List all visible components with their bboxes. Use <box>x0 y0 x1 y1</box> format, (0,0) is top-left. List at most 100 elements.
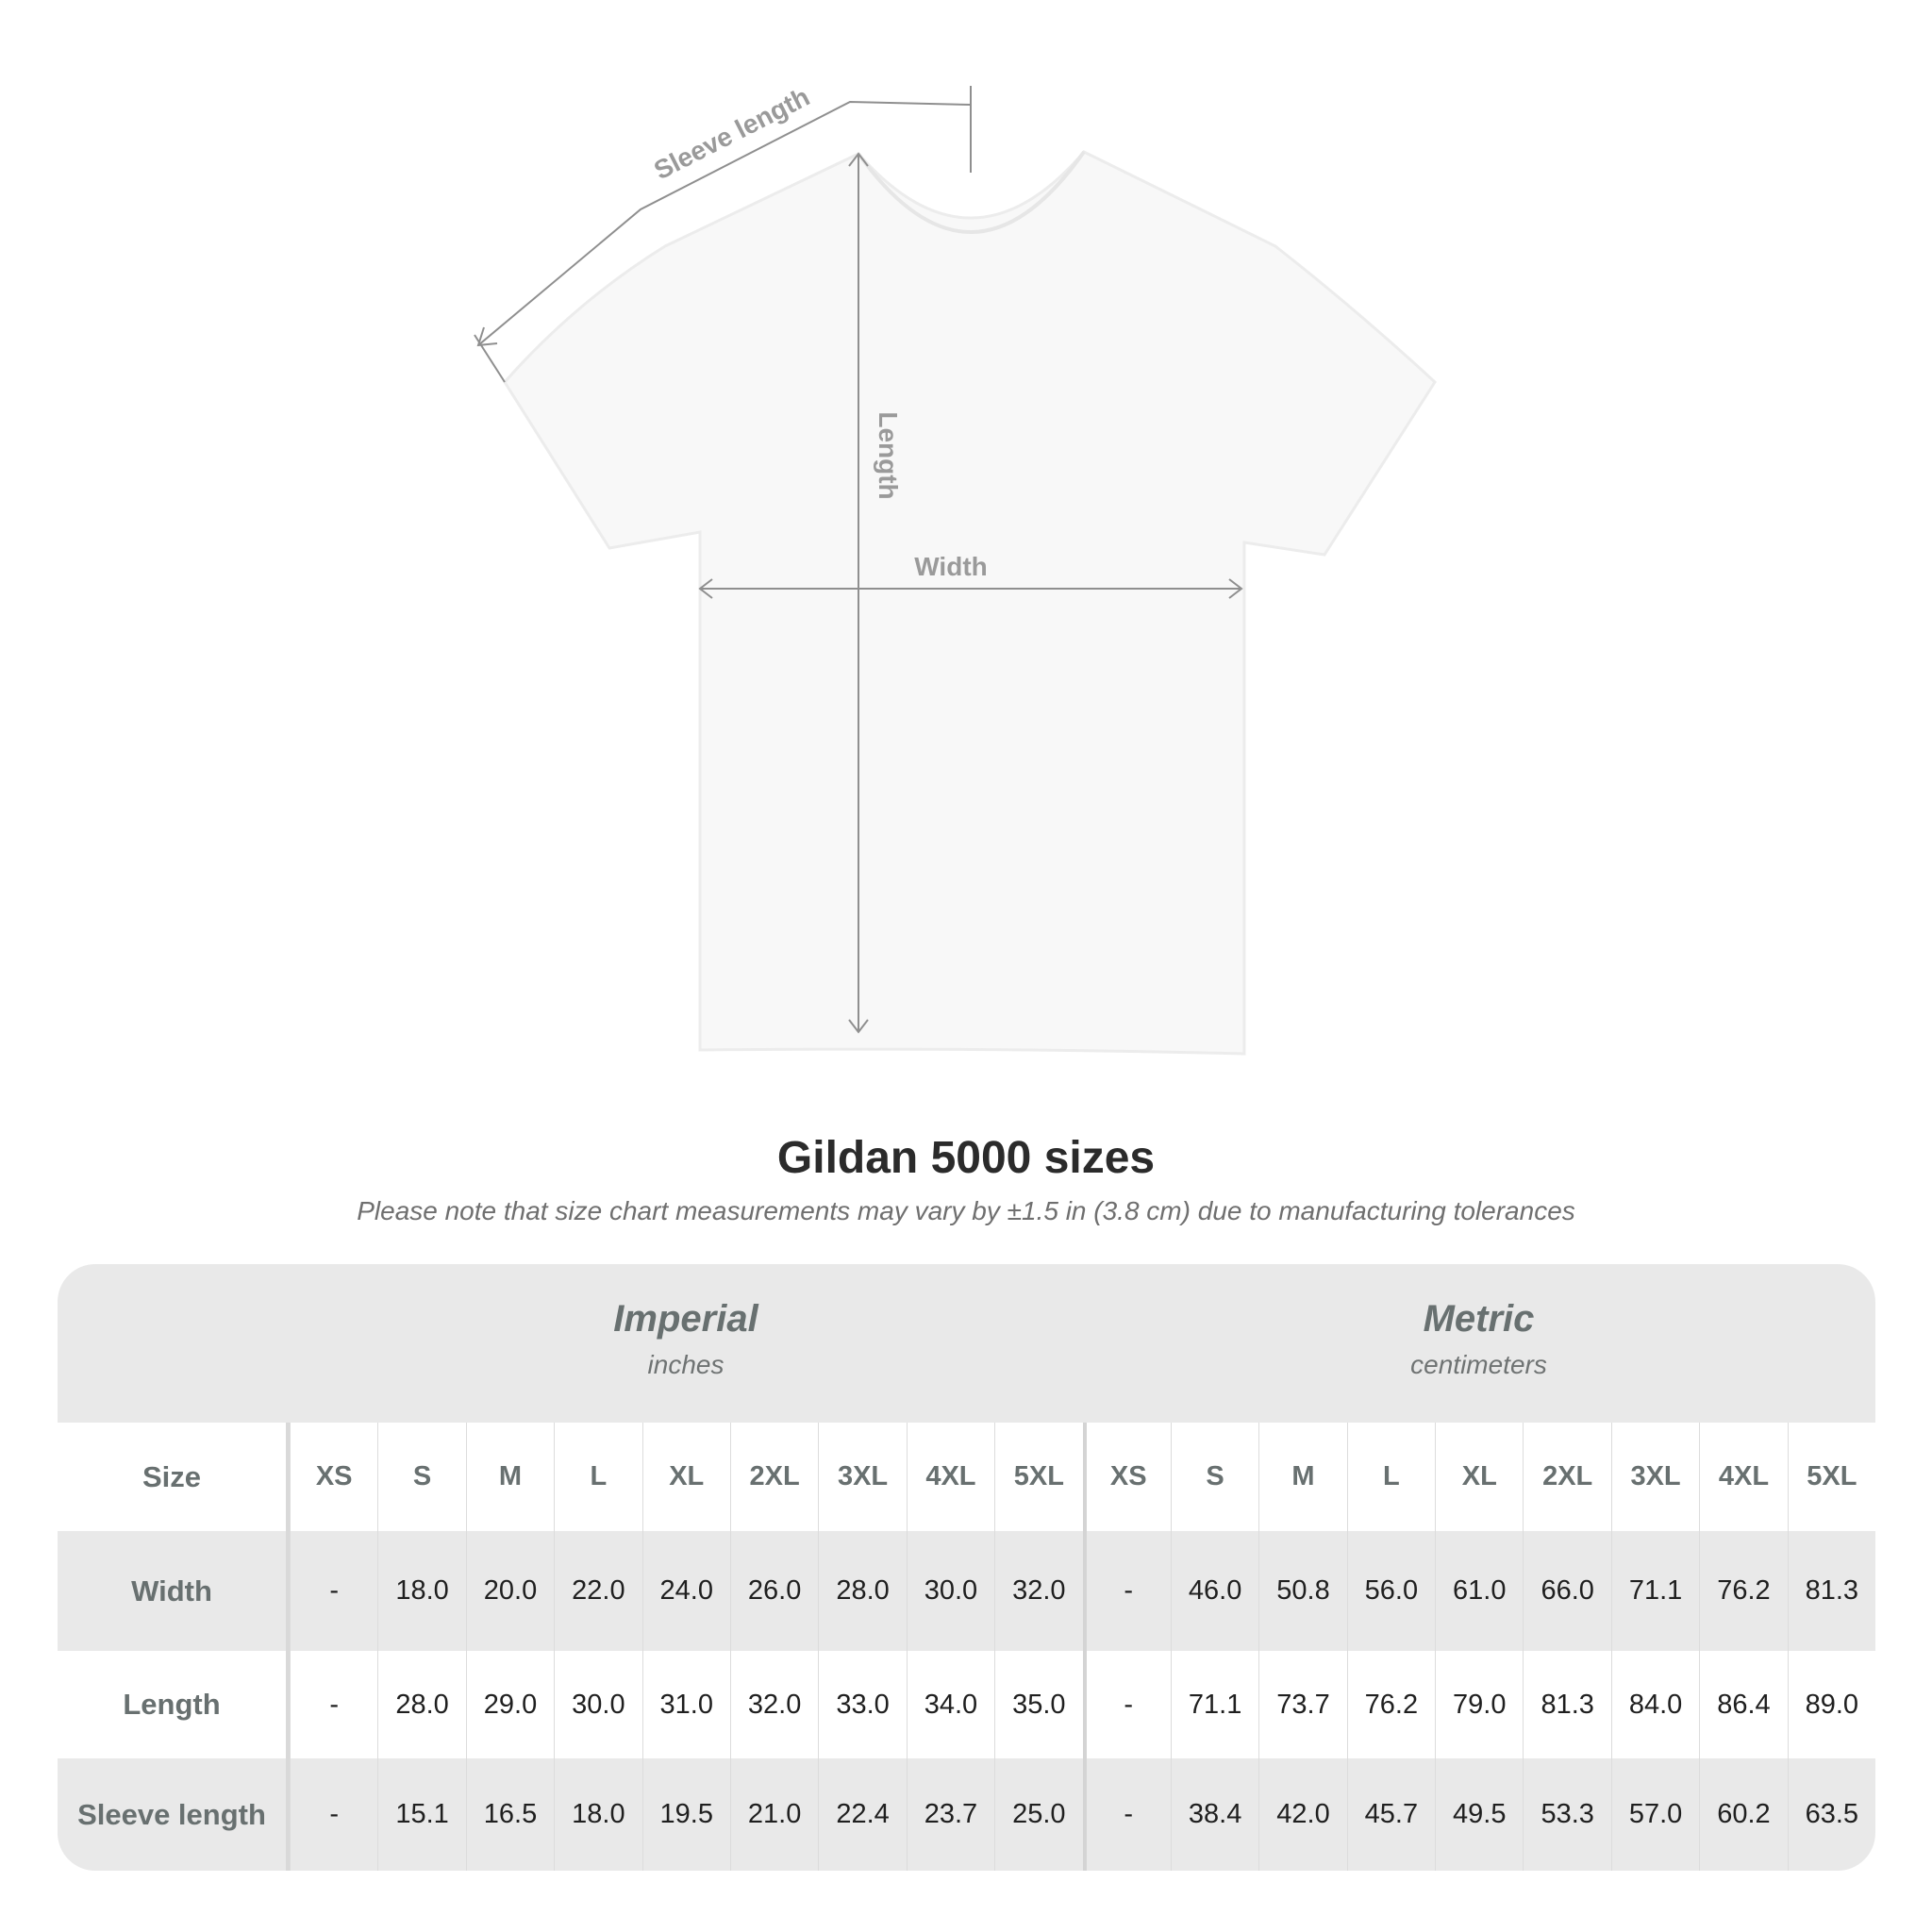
row-label: Sleeve length <box>58 1758 290 1871</box>
metric-value-s: 38.4 <box>1170 1758 1258 1871</box>
imperial-value-s: 28.0 <box>377 1651 465 1758</box>
table-row-width: Width -18.0 20.0 22.0 24.0 26.0 28.0 30.0 32.0-4… <box>58 1531 1875 1651</box>
metric-value-4xl: 60.2 <box>1699 1758 1787 1871</box>
metric-value-5xl: 89.0 <box>1787 1651 1875 1758</box>
tshirt-illustration <box>503 150 1437 1056</box>
metric-value-4xl: 86.4 <box>1699 1651 1787 1758</box>
metric-value-l: 56.0 <box>1346 1531 1435 1651</box>
metric-value-m: 73.7 <box>1258 1651 1346 1758</box>
metric-value-xl: 49.5 <box>1435 1758 1523 1871</box>
imperial-value-3xl: 22.4 <box>818 1758 906 1871</box>
imperial-value-4xl: 30.0 <box>906 1531 994 1651</box>
tolerance-note: Please note that size chart measurements… <box>357 1196 1575 1225</box>
imperial-value-s: 18.0 <box>377 1531 465 1651</box>
imperial-value-4xl: 23.7 <box>906 1758 994 1871</box>
imperial-header: Imperial inches <box>290 1264 1082 1423</box>
imperial-value-4xl: 34.0 <box>906 1651 994 1758</box>
row-label: Length <box>58 1651 290 1758</box>
metric-value-m: 42.0 <box>1258 1758 1346 1871</box>
imperial-value-m: 16.5 <box>465 1758 554 1871</box>
metric-value-3xl: 57.0 <box>1610 1758 1699 1871</box>
imperial-title: Imperial <box>613 1298 758 1340</box>
metric-header: Metric centimeters <box>1082 1264 1875 1423</box>
size-header-imperial-xl: XL <box>641 1423 730 1531</box>
imperial-value-xs: - <box>290 1531 377 1651</box>
size-header-imperial-4xl: 4XL <box>906 1423 994 1531</box>
metric-value-2xl: 81.3 <box>1523 1651 1610 1758</box>
imperial-value-s: 15.1 <box>377 1758 465 1871</box>
imperial-value-m: 29.0 <box>465 1651 554 1758</box>
size-header-row: Size XS S M L XL 2XL 3XL 4XL 5XL XS S M L XL 2XL 3XL 4XL… <box>58 1423 1875 1531</box>
size-header-imperial-3xl: 3XL <box>818 1423 906 1531</box>
metric-value-l: 45.7 <box>1346 1758 1435 1871</box>
size-header-imperial-2xl: 2XL <box>729 1423 818 1531</box>
imperial-value-5xl: 32.0 <box>994 1531 1082 1651</box>
row-label: Width <box>58 1531 290 1651</box>
metric-value-xl: 79.0 <box>1435 1651 1523 1758</box>
size-header-metric-l: L <box>1346 1423 1435 1531</box>
metric-value-m: 50.8 <box>1258 1531 1346 1651</box>
imperial-value-3xl: 28.0 <box>818 1531 906 1651</box>
metric-value-5xl: 63.5 <box>1787 1758 1875 1871</box>
metric-value-s: 46.0 <box>1170 1531 1258 1651</box>
size-header-imperial-l: L <box>554 1423 641 1531</box>
imperial-value-2xl: 32.0 <box>729 1651 818 1758</box>
size-header-metric-s: S <box>1170 1423 1258 1531</box>
size-header-imperial-s: S <box>377 1423 465 1531</box>
metric-value-2xl: 66.0 <box>1523 1531 1610 1651</box>
size-header-metric-5xl: 5XL <box>1787 1423 1875 1531</box>
size-header-metric-xs: XS <box>1082 1423 1171 1531</box>
imperial-value-xs: - <box>290 1758 377 1871</box>
metric-value-4xl: 76.2 <box>1699 1531 1787 1651</box>
neckline <box>857 150 1086 234</box>
size-header-imperial-xs: XS <box>290 1423 377 1531</box>
width-arrowhead-left <box>698 578 713 599</box>
size-table: Imperial inches Metric centimeters Size … <box>58 1264 1875 1871</box>
size-header-imperial-m: M <box>465 1423 554 1531</box>
imperial-value-5xl: 35.0 <box>994 1651 1082 1758</box>
metric-value-xl: 61.0 <box>1435 1531 1523 1651</box>
width-label: Width <box>914 552 988 581</box>
metric-value-l: 76.2 <box>1346 1651 1435 1758</box>
metric-value-3xl: 71.1 <box>1610 1531 1699 1651</box>
metric-value-xs: - <box>1082 1758 1171 1871</box>
length-arrowhead-bottom <box>848 1019 869 1034</box>
size-header-metric-3xl: 3XL <box>1610 1423 1699 1531</box>
metric-value-xs: - <box>1082 1531 1171 1651</box>
imperial-value-xl: 31.0 <box>641 1651 730 1758</box>
metric-value-5xl: 81.3 <box>1787 1531 1875 1651</box>
width-arrowhead-right <box>1228 578 1243 599</box>
imperial-unit: inches <box>647 1350 724 1379</box>
page-title: Gildan 5000 sizes <box>776 1133 1156 1183</box>
imperial-value-2xl: 21.0 <box>729 1758 818 1871</box>
imperial-value-m: 20.0 <box>465 1531 554 1651</box>
imperial-value-5xl: 25.0 <box>994 1758 1082 1871</box>
imperial-value-l: 22.0 <box>554 1531 641 1651</box>
metric-value-xs: - <box>1082 1651 1171 1758</box>
metric-value-3xl: 84.0 <box>1610 1651 1699 1758</box>
table-row-sleeve-length: Sleeve length -15.1 16.5 18.0 19.5 21.0 22.4 23… <box>58 1758 1875 1871</box>
table-row-length: Length -28.0 29.0 30.0 31.0 32.0 33.0 34.0 35.0-… <box>58 1651 1875 1758</box>
metric-value-s: 71.1 <box>1170 1651 1258 1758</box>
imperial-value-3xl: 33.0 <box>818 1651 906 1758</box>
imperial-value-xs: - <box>290 1651 377 1758</box>
length-label: Length <box>874 411 903 499</box>
metric-title: Metric <box>1423 1298 1535 1340</box>
metric-unit: centimeters <box>1410 1350 1547 1379</box>
sleeve-arrowhead <box>476 326 498 347</box>
length-arrowhead-top <box>848 152 869 167</box>
size-label: Size <box>58 1423 290 1531</box>
size-header-metric-m: M <box>1258 1423 1346 1531</box>
sleeve-length-line <box>477 100 972 346</box>
metric-value-2xl: 53.3 <box>1523 1758 1610 1871</box>
imperial-value-xl: 24.0 <box>641 1531 730 1651</box>
imperial-value-l: 18.0 <box>554 1758 641 1871</box>
size-header-metric-xl: XL <box>1435 1423 1523 1531</box>
size-header-metric-4xl: 4XL <box>1699 1423 1787 1531</box>
size-header-metric-2xl: 2XL <box>1523 1423 1610 1531</box>
imperial-value-l: 30.0 <box>554 1651 641 1758</box>
size-header-imperial-5xl: 5XL <box>994 1423 1082 1531</box>
tshirt-measurement-diagram: Sleeve length Length Width <box>474 82 1437 1056</box>
imperial-value-2xl: 26.0 <box>729 1531 818 1651</box>
imperial-value-xl: 19.5 <box>641 1758 730 1871</box>
